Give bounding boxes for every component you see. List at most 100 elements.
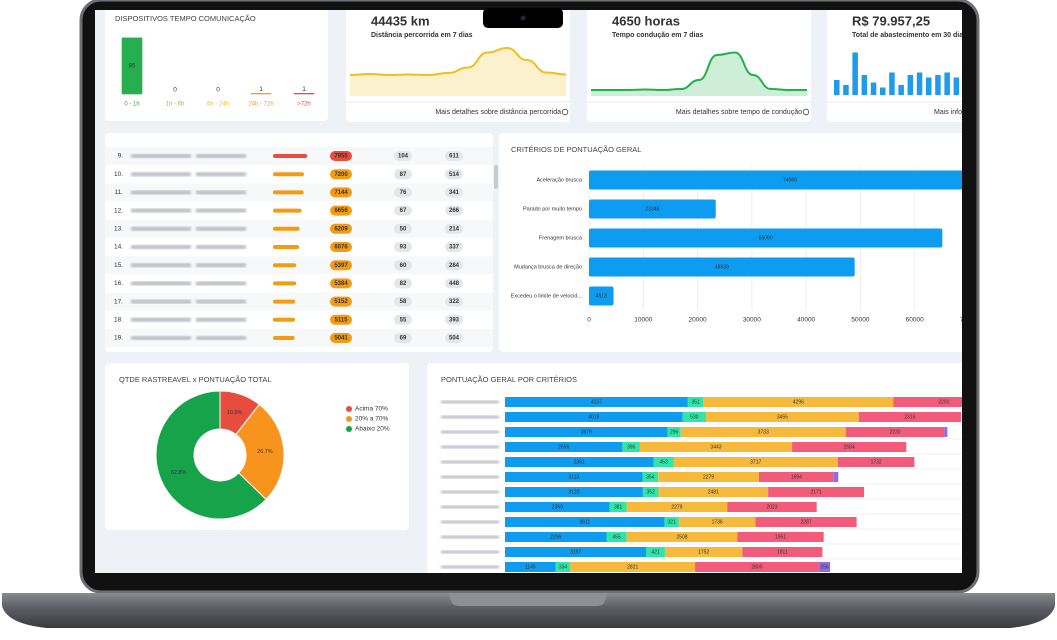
value-label: 1 bbox=[259, 86, 263, 93]
segment bbox=[505, 532, 607, 542]
value-label: 530 bbox=[690, 414, 699, 420]
count: 67 bbox=[400, 208, 407, 214]
score-bar bbox=[273, 299, 296, 304]
blurred-name bbox=[131, 154, 191, 158]
details-link[interactable]: Mais detalhes sobre tempo de condução bbox=[676, 109, 802, 116]
score: 7144 bbox=[334, 190, 348, 196]
blurred-label bbox=[441, 520, 499, 524]
value-label: 23348 bbox=[645, 206, 659, 212]
blurred-label bbox=[441, 430, 499, 434]
category-label: 0 - 1h bbox=[124, 102, 139, 108]
chart-title: QTDE RASTREAVEL x PONTUAÇÃO TOTAL bbox=[119, 375, 272, 384]
segment bbox=[505, 412, 683, 422]
count: 76 bbox=[400, 190, 407, 196]
segment bbox=[742, 547, 823, 557]
score-badge bbox=[330, 242, 352, 252]
value-label: 1951 bbox=[775, 534, 786, 540]
value-label: 3361 bbox=[574, 459, 585, 465]
rank: 18. bbox=[114, 317, 123, 324]
blurred-name bbox=[196, 208, 246, 213]
value-label: 1145 bbox=[525, 564, 536, 570]
segment bbox=[687, 397, 704, 407]
pill bbox=[394, 205, 412, 216]
count: 50 bbox=[400, 226, 407, 232]
score-bar bbox=[273, 154, 308, 158]
segment bbox=[642, 472, 659, 482]
category-label: >72h bbox=[297, 102, 311, 108]
category-label: Parado por muito tempo bbox=[523, 206, 582, 212]
segment bbox=[570, 562, 696, 572]
value-label: 3611 bbox=[579, 519, 590, 525]
score: 5152 bbox=[334, 299, 348, 305]
value-label: 421 bbox=[651, 549, 660, 555]
details-link[interactable]: Mais detalhes sobre distância percorrida bbox=[435, 109, 561, 116]
pill bbox=[445, 278, 463, 289]
link-icon bbox=[802, 108, 810, 116]
bar bbox=[916, 72, 923, 95]
score: 5041 bbox=[334, 336, 348, 342]
pill bbox=[445, 187, 463, 198]
score: 6076 bbox=[334, 245, 348, 251]
bar bbox=[121, 37, 143, 95]
value-label: 296 bbox=[670, 429, 679, 435]
rank: 10. bbox=[114, 171, 123, 178]
value-label: 2230 bbox=[889, 429, 900, 435]
segment bbox=[792, 442, 907, 452]
laptop-base bbox=[2, 593, 1055, 628]
category-label: Aceleração brusca bbox=[536, 177, 582, 183]
pill bbox=[394, 333, 412, 343]
score-bar bbox=[273, 226, 300, 231]
value-label: 1732 bbox=[871, 459, 882, 465]
segment bbox=[858, 412, 962, 422]
segment bbox=[682, 412, 707, 422]
value-label: 3113 bbox=[568, 474, 579, 480]
pill bbox=[445, 296, 463, 307]
score: 6209 bbox=[334, 226, 348, 232]
x-tick-label: 60000 bbox=[906, 317, 924, 324]
rank: 13. bbox=[114, 226, 123, 233]
value-label: 0 bbox=[173, 87, 177, 94]
value-label: 352 bbox=[647, 489, 656, 495]
blurred-name bbox=[131, 317, 191, 322]
value-label: 1752 bbox=[698, 549, 709, 555]
legend-label: Abaixo 20% bbox=[355, 426, 390, 433]
segment bbox=[758, 472, 834, 482]
blurred-name bbox=[196, 245, 246, 249]
segment bbox=[845, 427, 945, 437]
rank: 9. bbox=[118, 153, 124, 160]
value-label: 3717 bbox=[750, 459, 761, 465]
blurred-label bbox=[441, 460, 499, 464]
count: 104 bbox=[398, 154, 409, 160]
segment bbox=[664, 517, 679, 527]
value-label: 2296 bbox=[550, 534, 561, 540]
value-label: 2171 bbox=[811, 489, 822, 495]
blurred-label bbox=[441, 565, 499, 569]
value-label: 453 bbox=[659, 459, 668, 465]
category-label: 6h - 24h bbox=[207, 102, 229, 108]
total: 514 bbox=[449, 172, 460, 178]
value-label: 2023 bbox=[766, 504, 777, 510]
legend-marker bbox=[346, 406, 352, 412]
bar bbox=[880, 87, 886, 95]
segment bbox=[555, 562, 571, 572]
blurred-label bbox=[441, 550, 499, 554]
blurred-name bbox=[131, 263, 191, 268]
bar bbox=[852, 52, 858, 95]
value-label: 2481 bbox=[708, 489, 719, 495]
bar bbox=[250, 93, 272, 95]
blurred-name bbox=[196, 336, 246, 340]
segment bbox=[505, 547, 647, 557]
legend-label: Acima 70% bbox=[355, 406, 388, 413]
pill bbox=[394, 187, 412, 198]
total: 611 bbox=[449, 154, 459, 160]
value-label: 2508 bbox=[676, 534, 687, 540]
score-badge bbox=[330, 296, 352, 307]
scrollbar bbox=[494, 165, 498, 189]
segment bbox=[505, 517, 665, 527]
blurred-name bbox=[196, 281, 246, 286]
area bbox=[350, 48, 566, 96]
details-link[interactable]: Mais info bbox=[934, 109, 962, 116]
segment bbox=[944, 427, 948, 437]
